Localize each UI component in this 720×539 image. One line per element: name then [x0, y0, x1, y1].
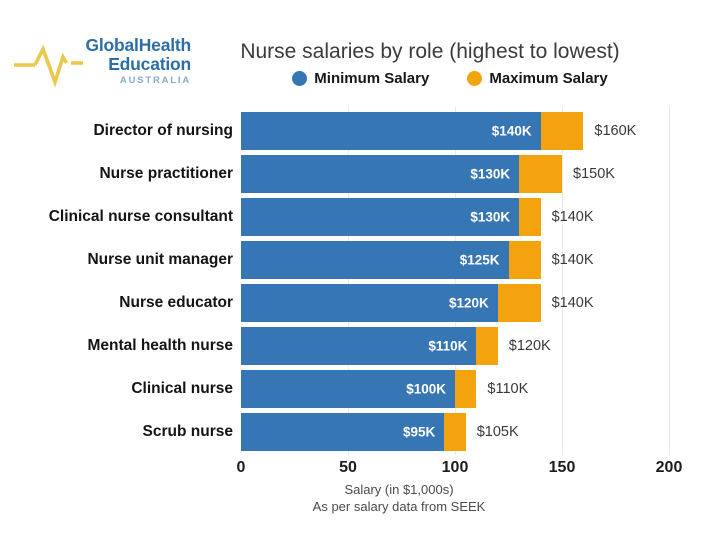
maximum-salary-bar — [444, 413, 466, 451]
logo-brand-top: GlobalHealth — [85, 35, 191, 55]
category-label: Director of nursing — [93, 122, 233, 139]
bar-row-8: Scrub nurse $95K $105K — [0, 413, 720, 451]
bar-track: $140K $160K — [241, 112, 711, 150]
bar-row-6: Mental health nurse $110K $120K — [0, 327, 720, 365]
chart-legend: Minimum Salary Maximum Salary — [200, 70, 700, 87]
maximum-salary-value: $140K — [551, 252, 594, 268]
maximum-salary-swatch — [467, 71, 483, 86]
bar-track: $120K $140K — [241, 284, 711, 322]
category-label: Nurse unit manager — [87, 251, 233, 268]
minimum-salary-bar: $95K — [241, 413, 445, 451]
x-tick-200: 200 — [655, 459, 683, 476]
heartbeat-pulse-icon — [14, 44, 83, 88]
maximum-salary-value: $150K — [573, 166, 615, 182]
x-tick-150: 150 — [548, 459, 576, 476]
source-caption: As per salary data from SEEK — [312, 499, 486, 514]
minimum-salary-bar: $100K — [241, 370, 455, 408]
maximum-salary-bar — [497, 284, 541, 322]
category-label: Clinical nurse consultant — [48, 208, 233, 225]
maximum-salary-bar — [519, 155, 562, 193]
bar-track: $110K $120K — [241, 327, 711, 365]
bar-row-3: Clinical nurse consultant $130K $140K — [0, 198, 720, 236]
minimum-salary-value: $130K — [470, 166, 511, 182]
minimum-salary-bar: $140K — [241, 112, 541, 150]
plot-gridlines — [241, 106, 673, 455]
gridline-150 — [561, 106, 563, 455]
x-tick-50: 50 — [339, 459, 357, 476]
bar-row-2: Nurse practitioner $130K $150K — [0, 155, 720, 193]
minimum-salary-value: $100K — [406, 381, 446, 397]
maximum-salary-value: $110K — [487, 381, 529, 397]
maximum-salary-bar — [476, 327, 498, 365]
bar-row-5: Nurse educator $120K $140K — [0, 284, 720, 322]
category-label: Mental health nurse — [87, 337, 233, 354]
legend-label-minimum: Minimum Salary — [314, 70, 430, 87]
chart-title: Nurse salaries by role (highest to lowes… — [240, 40, 620, 63]
x-axis: 0 50 100 150 200 — [0, 459, 720, 477]
minimum-salary-swatch — [292, 71, 308, 86]
maximum-salary-bar — [540, 112, 584, 150]
globalhealth-education-logo: GlobalHealth Education AUSTRALIA — [13, 34, 193, 90]
minimum-salary-value: $110K — [428, 338, 468, 354]
logo-brand-bottom: Education — [108, 53, 191, 74]
minimum-salary-bar: $120K — [241, 284, 498, 322]
minimum-salary-value: $125K — [459, 252, 500, 268]
minimum-salary-value: $140K — [491, 123, 532, 139]
gridline-50 — [347, 106, 349, 455]
category-label: Scrub nurse — [142, 423, 233, 440]
x-tick-100: 100 — [441, 459, 469, 476]
bar-track: $130K $140K — [241, 198, 711, 236]
bar-track: $100K $110K — [241, 370, 711, 408]
minimum-salary-value: $130K — [470, 209, 511, 225]
category-label: Nurse practitioner — [99, 165, 233, 182]
maximum-salary-value: $140K — [551, 295, 594, 311]
maximum-salary-bar — [508, 241, 541, 279]
minimum-salary-value: $95K — [403, 424, 436, 440]
minimum-salary-value: $120K — [449, 295, 489, 311]
minimum-salary-bar: $130K — [241, 198, 520, 236]
bar-track: $130K $150K — [241, 155, 711, 193]
gridline-100 — [454, 106, 456, 455]
bar-track: $95K $105K — [241, 413, 711, 451]
gridline-200 — [668, 106, 670, 455]
minimum-salary-bar: $110K — [241, 327, 477, 365]
legend-item-maximum-salary: Maximum Salary — [467, 70, 608, 87]
maximum-salary-bar — [519, 198, 541, 236]
minimum-salary-bar: $130K — [241, 155, 520, 193]
legend-item-minimum-salary: Minimum Salary — [292, 70, 429, 87]
category-label: Clinical nurse — [131, 380, 233, 397]
maximum-salary-bar — [455, 370, 477, 408]
bar-row-4: Nurse unit manager $125K $140K — [0, 241, 720, 279]
legend-label-maximum: Maximum Salary — [489, 70, 608, 87]
bar-chart: Director of nursing $140K $160K Nurse pract… — [0, 112, 720, 456]
minimum-salary-bar: $125K — [241, 241, 509, 279]
maximum-salary-value: $105K — [476, 424, 519, 440]
x-axis-label: Salary (in $1,000s) — [344, 482, 454, 497]
maximum-salary-value: $160K — [594, 123, 637, 139]
maximum-salary-value: $140K — [551, 209, 594, 225]
bar-row-1: Director of nursing $140K $160K — [0, 112, 720, 150]
x-tick-0: 0 — [236, 459, 246, 476]
logo-text: GlobalHealth Education AUSTRALIA — [61, 36, 191, 86]
category-label: Nurse educator — [119, 294, 233, 311]
maximum-salary-value: $120K — [508, 338, 551, 354]
bar-track: $125K $140K — [241, 241, 711, 279]
logo-region: AUSTRALIA — [119, 74, 191, 86]
bar-row-7: Clinical nurse $100K $110K — [0, 370, 720, 408]
